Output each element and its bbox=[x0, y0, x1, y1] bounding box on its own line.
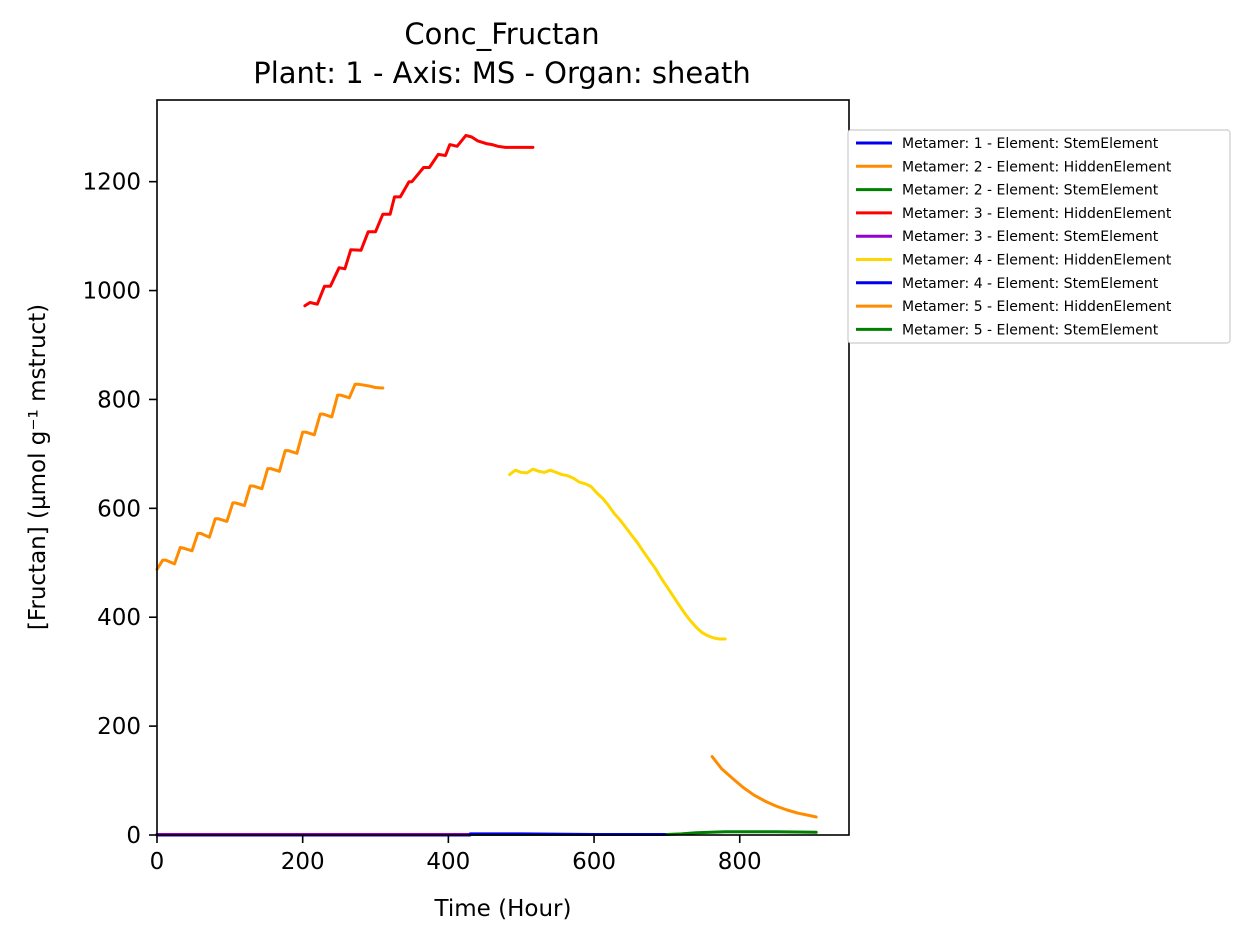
series-line-9 bbox=[665, 830, 818, 836]
chart-subtitle: Plant: 1 - Axis: MS - Organ: sheath bbox=[253, 56, 751, 90]
legend-label-2: Metamer: 2 - Element: HiddenElement bbox=[902, 159, 1172, 175]
chart-title: Conc_Fructan bbox=[404, 17, 599, 51]
legend-label-8: Metamer: 5 - Element: HiddenElement bbox=[902, 299, 1172, 315]
x-axis-label: Time (Hour) bbox=[434, 896, 572, 922]
y-tick-label-0: 0 bbox=[126, 823, 141, 849]
y-tick-label-2: 400 bbox=[97, 605, 141, 631]
legend-label-5: Metamer: 3 - Element: StemElement bbox=[902, 229, 1159, 245]
y-tick-label-4: 800 bbox=[97, 387, 141, 413]
x-tick-label-1: 200 bbox=[281, 849, 325, 875]
legend-label-7: Metamer: 4 - Element: StemElement bbox=[902, 276, 1159, 292]
x-tick-label-0: 0 bbox=[150, 849, 165, 875]
series-line-8 bbox=[710, 755, 818, 819]
y-tick-label-6: 1200 bbox=[82, 170, 141, 196]
legend-label-1: Metamer: 1 - Element: StemElement bbox=[902, 136, 1159, 152]
legend-label-4: Metamer: 3 - Element: HiddenElement bbox=[902, 206, 1172, 222]
series-line-4 bbox=[303, 133, 535, 308]
legend-label-6: Metamer: 4 - Element: HiddenElement bbox=[902, 253, 1172, 269]
legend-box bbox=[847, 129, 1231, 344]
legend-label-9: Metamer: 5 - Element: StemElement bbox=[902, 322, 1159, 338]
x-tick-label-3: 600 bbox=[572, 849, 616, 875]
y-tick-label-5: 1000 bbox=[82, 279, 141, 305]
x-tick-label-4: 800 bbox=[718, 849, 762, 875]
series-line-6 bbox=[508, 467, 727, 641]
y-axis-label: [Fructan] (µmol g⁻¹ mstruct) bbox=[25, 304, 51, 630]
legend: Metamer: 1 - Element: StemElement Metamer… bbox=[847, 129, 1231, 344]
series-layer bbox=[155, 133, 818, 837]
series-line-2 bbox=[155, 382, 385, 571]
y-tick-label-1: 200 bbox=[97, 714, 141, 740]
y-axis: 0 200 400 600 800 1000 1200 bbox=[82, 170, 157, 849]
x-axis: 0 200 400 600 800 bbox=[150, 835, 762, 875]
x-tick-label-2: 400 bbox=[426, 849, 470, 875]
legend-label-3: Metamer: 2 - Element: StemElement bbox=[902, 183, 1159, 199]
y-tick-label-3: 600 bbox=[97, 496, 141, 522]
plot-frame bbox=[156, 99, 850, 836]
